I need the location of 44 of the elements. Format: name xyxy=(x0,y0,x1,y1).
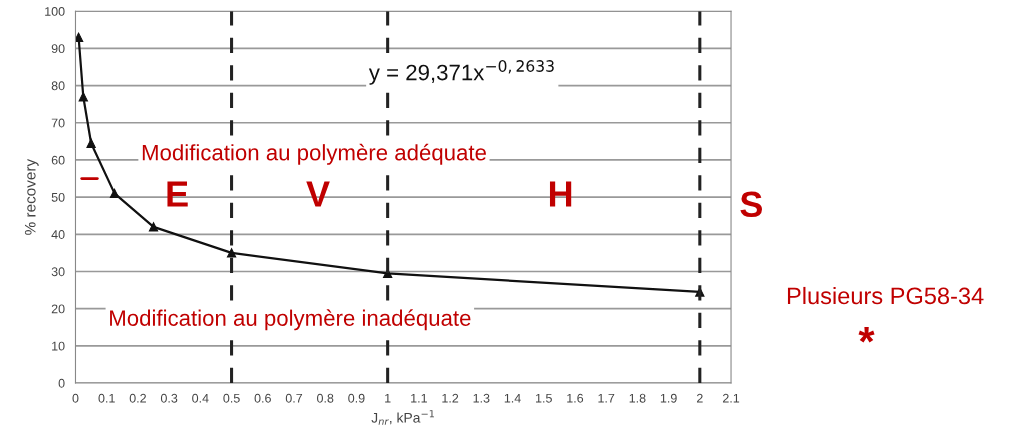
annotation: H xyxy=(549,181,572,207)
y-tick-label: 60 xyxy=(51,155,65,165)
x-tick-label: 0 xyxy=(72,393,79,403)
y-tick-label: 40 xyxy=(51,230,65,239)
annotation: y = 29,371x$^{−0,2633}$ xyxy=(368,60,554,85)
x-tick-label: 1.2 xyxy=(442,393,459,403)
x-tick-label: 1.5 xyxy=(536,393,552,403)
x-tick-label: 1.1 xyxy=(411,393,427,403)
x-tick-label: 0.8 xyxy=(317,393,334,403)
x-tick-label: 1 xyxy=(385,393,391,403)
x-tick-label: 2 xyxy=(696,393,703,403)
y-tick-label: 50 xyxy=(51,192,65,202)
x-tick-label: 0.2 xyxy=(129,393,146,403)
text: * xyxy=(858,327,875,343)
x-tick-label: 0.3 xyxy=(160,393,178,403)
x-tick-label: 0.9 xyxy=(348,393,365,403)
y-tick-label: 90 xyxy=(51,44,65,54)
annotation: Modification au polymère adéquate xyxy=(142,143,486,165)
x-tick-label: 1.7 xyxy=(598,393,615,403)
x-tick-label: 0.1 xyxy=(98,393,115,403)
x-tick-label: 1.3 xyxy=(473,393,490,403)
x-axis-title: J$_{nr}$, kPa$^{−1}$ xyxy=(371,410,435,425)
y-tick-label: 80 xyxy=(51,81,65,91)
text: Plusieurs PG58-34 xyxy=(787,286,984,305)
y-tick-label: 0 xyxy=(58,378,65,388)
x-tick-label: 1.6 xyxy=(567,393,584,403)
y-tick-label: 70 xyxy=(51,118,65,128)
x-tick-label: 1.9 xyxy=(660,393,677,403)
x-tick-label: 0.5 xyxy=(223,393,240,403)
x-tick-label: 2.1 xyxy=(722,393,740,403)
x-tick-label: 0.4 xyxy=(192,393,209,403)
y-tick-label: 10 xyxy=(52,341,65,351)
annotation: Modification au polymère inadéquate xyxy=(110,309,471,331)
annotation: V xyxy=(306,181,330,207)
y-tick-label: 100 xyxy=(45,7,65,16)
y-axis-title: % recovery xyxy=(24,158,39,235)
text: S xyxy=(740,191,762,218)
x-tick-label: 1.4 xyxy=(504,393,521,403)
x-tick-label: 1.8 xyxy=(629,393,646,403)
x-tick-label: 0.7 xyxy=(285,393,303,403)
x-tick-label: 0.6 xyxy=(254,393,271,403)
annotation: E xyxy=(167,181,188,207)
y-tick-label: 20 xyxy=(51,304,65,314)
y-tick-label: 30 xyxy=(51,267,65,277)
